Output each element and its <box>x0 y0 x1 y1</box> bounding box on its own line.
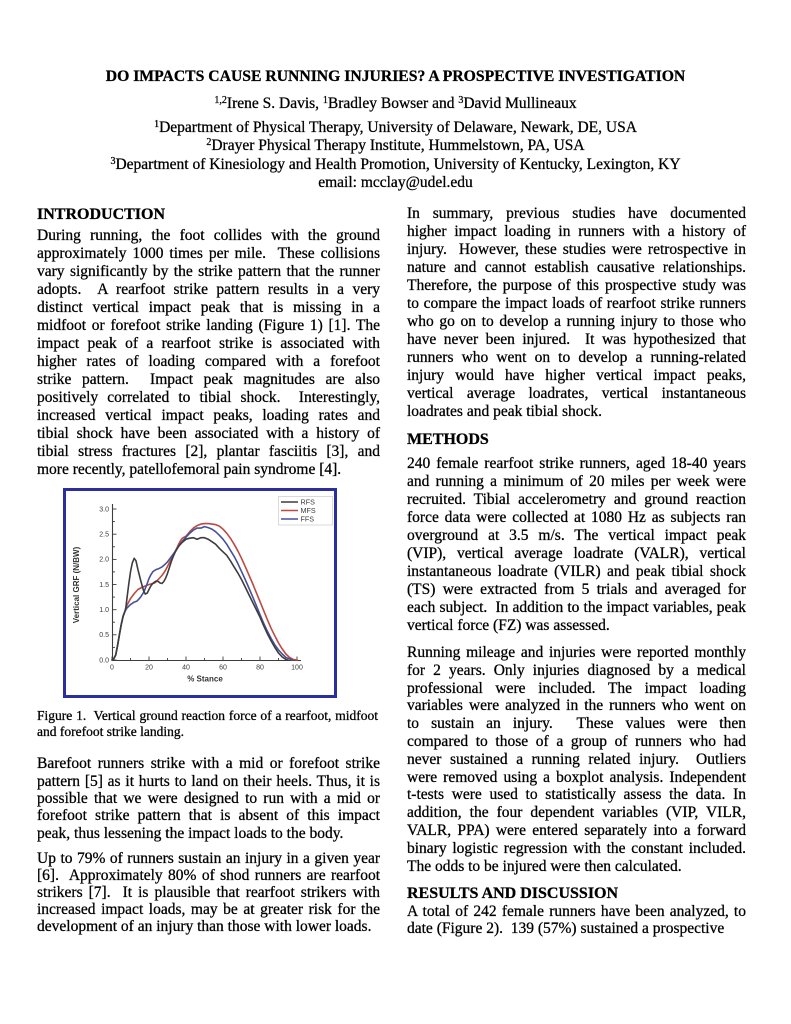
svg-text:100: 100 <box>291 665 303 672</box>
svg-text:20: 20 <box>145 665 153 672</box>
svg-text:3.0: 3.0 <box>99 506 109 513</box>
svg-text:40: 40 <box>182 665 190 672</box>
svg-text:1.0: 1.0 <box>99 607 109 614</box>
svg-text:FFS: FFS <box>301 515 315 524</box>
svg-text:80: 80 <box>256 665 264 672</box>
svg-text:MFS: MFS <box>301 506 316 515</box>
svg-text:60: 60 <box>219 665 227 672</box>
svg-text:Vertical GRF (N/BW): Vertical GRF (N/BW) <box>72 546 81 623</box>
svg-text:2.5: 2.5 <box>99 532 109 539</box>
svg-text:% Stance: % Stance <box>187 675 223 684</box>
svg-text:1.5: 1.5 <box>99 582 109 589</box>
svg-text:0: 0 <box>110 665 114 672</box>
svg-text:2.0: 2.0 <box>99 557 109 564</box>
svg-text:0.0: 0.0 <box>99 657 109 664</box>
svg-text:0.5: 0.5 <box>99 632 109 639</box>
svg-text:RFS: RFS <box>301 498 316 507</box>
